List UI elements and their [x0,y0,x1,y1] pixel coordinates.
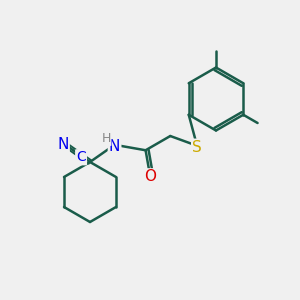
Text: C: C [76,150,86,164]
Text: O: O [144,169,156,184]
Text: N: N [57,137,69,152]
Text: N: N [109,139,120,154]
Text: H: H [101,132,111,145]
Text: S: S [192,140,202,155]
